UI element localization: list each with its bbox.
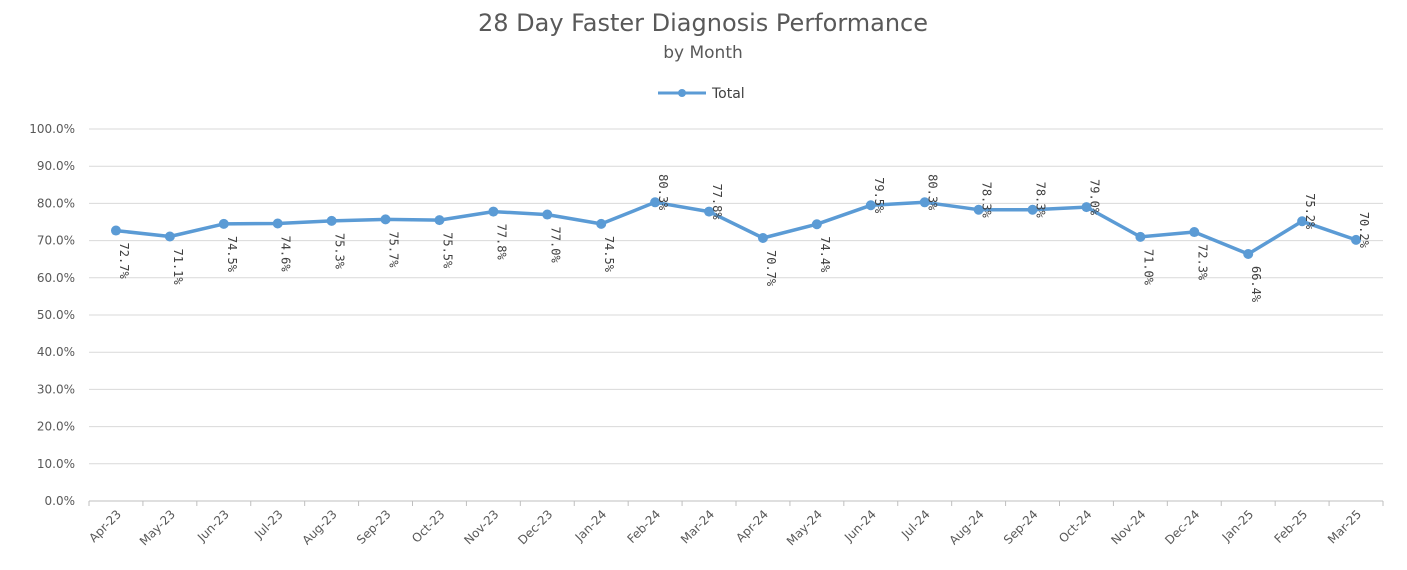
data-point — [488, 206, 499, 217]
x-tick-label: Nov-23 — [461, 507, 501, 547]
data-label: 78.3% — [1034, 182, 1048, 219]
data-point — [110, 225, 121, 236]
x-tick-label: Mar-25 — [1325, 507, 1364, 546]
data-point — [164, 231, 175, 242]
y-axis-ticks: 0.0% 10.0% 20.0% 30.0% 40.0% 50.0% 60.0% 70.0% 8… — [29, 122, 75, 508]
data-label: 77.8% — [710, 183, 724, 220]
x-tick-label: Sep-23 — [354, 507, 394, 547]
legend: Total — [658, 86, 745, 102]
data-point — [1081, 202, 1092, 213]
x-axis: Apr-23 May-23 Jun-23 Jul-23 Aug-23 Sep-23 Oct-… — [86, 500, 1384, 548]
data-point — [218, 218, 229, 229]
data-point — [434, 215, 445, 226]
gridlines — [89, 128, 1383, 502]
x-tick-label: Oct-23 — [409, 507, 447, 545]
data-point — [1135, 231, 1146, 242]
data-point — [704, 206, 715, 217]
y-tick-label: 100.0% — [29, 122, 75, 136]
data-label: 79.0% — [1087, 179, 1101, 216]
series-total — [110, 197, 1362, 259]
data-point — [865, 200, 876, 211]
data-point — [596, 218, 607, 229]
x-tick-label: Dec-24 — [1162, 507, 1202, 547]
data-point — [919, 197, 930, 208]
data-label: 75.7% — [387, 231, 401, 268]
data-label: 72.7% — [117, 243, 131, 280]
chart-subtitle: by Month — [663, 43, 743, 63]
data-label: 78.3% — [980, 182, 994, 219]
x-tick-label: Nov-24 — [1108, 507, 1148, 547]
data-label: 71.1% — [171, 249, 185, 286]
data-point — [272, 218, 283, 229]
y-tick-label: 90.0% — [37, 159, 75, 173]
x-tick-label: Jul-24 — [898, 507, 933, 542]
x-tick-label: Jul-23 — [251, 507, 286, 542]
x-tick-label: May-24 — [784, 507, 825, 548]
data-label: 72.3% — [1195, 244, 1209, 281]
x-tick-label: Oct-24 — [1056, 507, 1094, 545]
y-tick-label: 30.0% — [37, 382, 75, 396]
data-point — [973, 204, 984, 215]
y-tick-label: 10.0% — [37, 457, 75, 471]
data-labels: 72.7% 71.1% 74.5% 74.6% 75.3% 75.7% 75.5% 77.8%… — [117, 174, 1371, 303]
data-label: 74.4% — [818, 236, 832, 273]
x-tick-label: Jan-25 — [1219, 507, 1257, 545]
data-label: 66.4% — [1249, 266, 1263, 303]
data-label: 74.5% — [602, 236, 616, 273]
data-label: 79.5% — [872, 177, 886, 214]
data-label: 80.3% — [926, 174, 940, 211]
y-tick-label: 20.0% — [37, 420, 75, 434]
data-label: 80.3% — [656, 174, 670, 211]
x-tick-label: Jan-24 — [572, 507, 610, 545]
data-point — [757, 232, 768, 243]
y-tick-label: 40.0% — [37, 345, 75, 359]
y-tick-label: 80.0% — [37, 196, 75, 210]
x-tick-label: Feb-24 — [624, 507, 663, 546]
x-tick-label: May-23 — [137, 507, 178, 548]
y-tick-label: 0.0% — [45, 494, 76, 508]
y-tick-label: 50.0% — [37, 308, 75, 322]
data-point — [326, 215, 337, 226]
data-point — [650, 197, 661, 208]
x-tick-label: Dec-23 — [515, 507, 555, 547]
data-point — [811, 219, 822, 230]
data-label: 70.7% — [764, 250, 778, 287]
data-point — [380, 214, 391, 225]
x-tick-label: Jun-23 — [194, 507, 232, 545]
data-label: 77.8% — [494, 224, 508, 261]
data-label: 71.0% — [1141, 249, 1155, 286]
data-label: 75.5% — [440, 232, 454, 269]
x-tick-label: Aug-24 — [946, 507, 986, 547]
y-tick-label: 70.0% — [37, 234, 75, 248]
legend-entry-total: Total — [711, 86, 745, 102]
data-point — [1243, 248, 1254, 259]
data-point — [1351, 234, 1362, 245]
data-label: 75.2% — [1303, 193, 1317, 230]
x-tick-label: Aug-23 — [299, 507, 339, 547]
data-point — [542, 209, 553, 220]
data-point — [1297, 216, 1308, 227]
data-label: 70.2% — [1357, 212, 1371, 249]
data-label: 77.0% — [548, 227, 562, 264]
series-line — [115, 200, 1357, 256]
x-tick-label: Mar-24 — [678, 507, 717, 546]
data-label: 75.3% — [333, 233, 347, 270]
x-tick-label: Sep-24 — [1001, 507, 1041, 547]
x-tick-label: Apr-24 — [733, 507, 771, 545]
x-tick-label: Feb-25 — [1271, 507, 1310, 546]
data-label: 74.5% — [225, 236, 239, 273]
x-tick-label: Jun-24 — [841, 507, 879, 545]
chart-title: 28 Day Faster Diagnosis Performance — [478, 9, 928, 37]
data-point — [1189, 227, 1200, 238]
y-tick-label: 60.0% — [37, 271, 75, 285]
data-point — [1027, 204, 1038, 215]
x-tick-label: Apr-23 — [86, 507, 124, 545]
data-label: 74.6% — [279, 235, 293, 272]
legend-marker-swatch — [678, 89, 686, 97]
